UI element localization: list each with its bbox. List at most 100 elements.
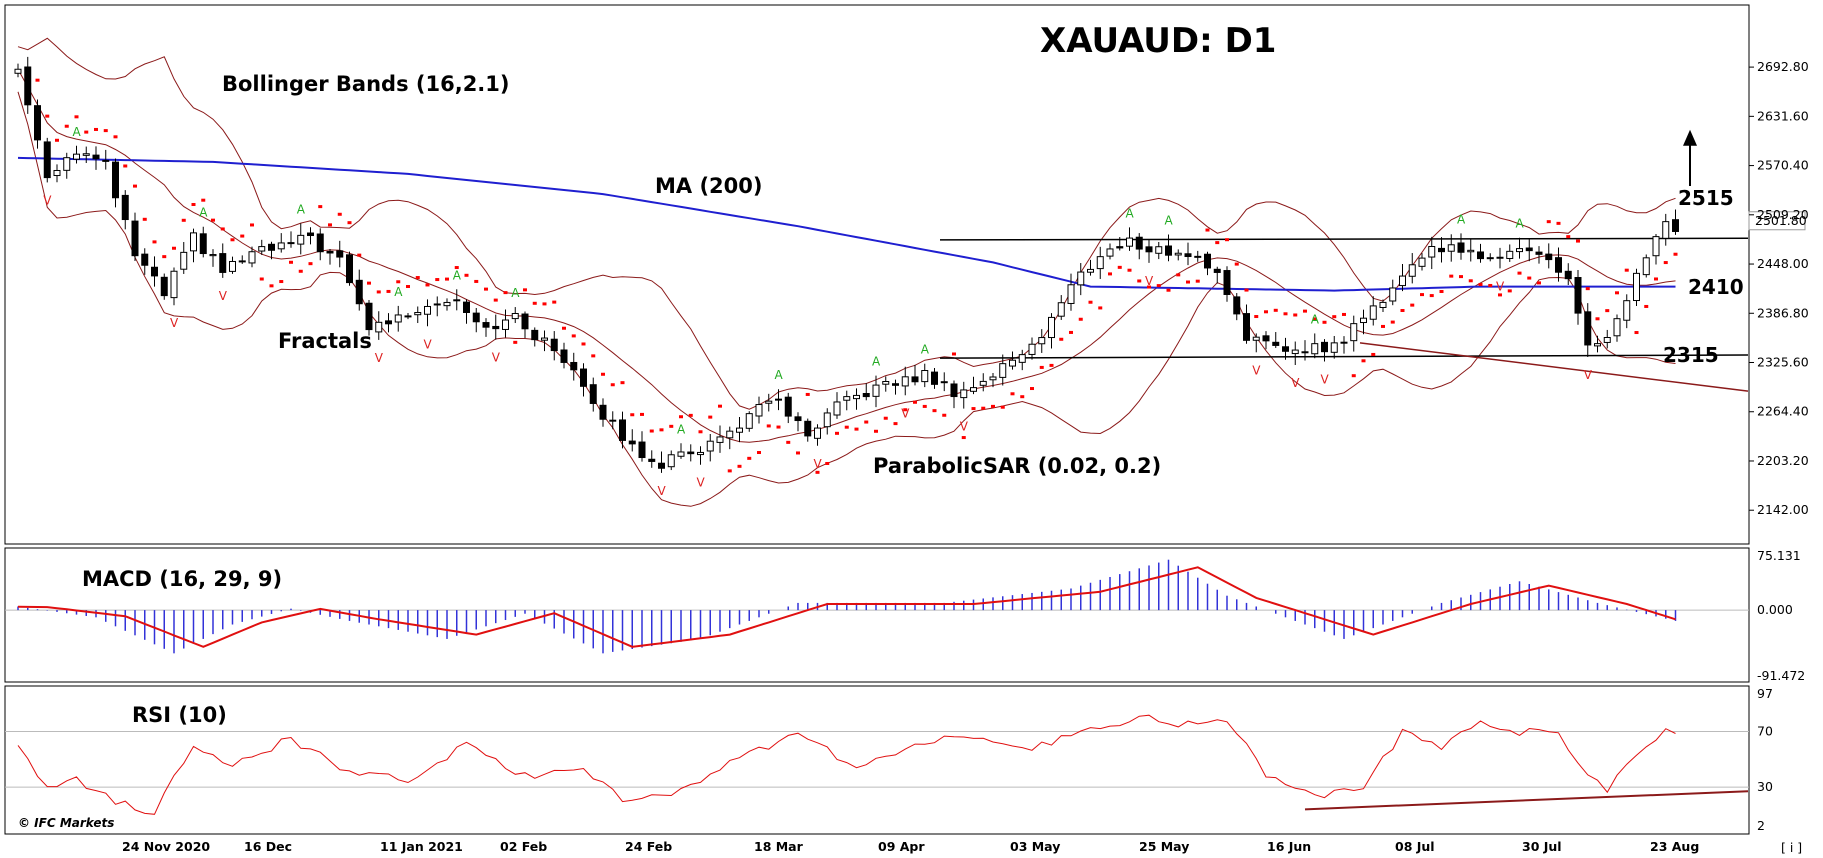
parabolic-sar-dot	[630, 413, 635, 417]
date-tick-label: 11 Jan 2021	[380, 839, 463, 854]
macd-tick-label: 0.000	[1757, 602, 1793, 617]
candle-body	[1213, 268, 1221, 273]
candle-body	[1389, 287, 1397, 302]
candle-body	[550, 338, 558, 352]
candle-body	[453, 299, 461, 302]
parabolic-sar-dot	[1371, 352, 1376, 356]
parabolic-sar-dot	[815, 470, 820, 474]
parabolic-sar-dot	[1429, 294, 1434, 298]
up-arrow-head	[1683, 129, 1697, 146]
fractal-up-marker: A	[1126, 206, 1135, 220]
fractal-up-marker: A	[921, 343, 930, 357]
candle-body	[833, 401, 841, 416]
parabolic-sar-dot	[961, 436, 966, 440]
parabolic-sar-dot	[1517, 271, 1522, 275]
parabolic-sar-dot	[542, 302, 547, 306]
parabolic-sar-dot	[581, 342, 586, 346]
parabolic-sar-dot	[201, 198, 206, 202]
parabolic-sar-dot	[659, 428, 664, 432]
candle-body	[609, 419, 617, 422]
parabolic-sar-dot	[1244, 288, 1249, 292]
parabolic-sar-dot	[1420, 293, 1424, 297]
fractal-down-marker: V	[658, 484, 667, 498]
parabolic-sar-dot	[893, 422, 898, 426]
candle-body	[745, 413, 753, 429]
fractal-down-marker: V	[1252, 363, 1261, 377]
candle-body	[404, 315, 412, 318]
candle-body	[931, 371, 938, 385]
candle-body	[1028, 343, 1036, 355]
parabolic-sar-dot	[1283, 312, 1288, 316]
candle-body	[911, 376, 919, 383]
parabolic-sar-dot	[844, 425, 849, 429]
parabolic-sar-dot	[376, 290, 381, 294]
parabolic-sar-dot	[406, 285, 410, 289]
price-tick-label: 2386.80	[1757, 305, 1809, 320]
main-chart-frame	[4, 4, 1750, 545]
parabolic-sar-dot	[562, 326, 566, 330]
parabolic-sar-dot	[1264, 310, 1268, 314]
parabolic-sar-dot	[571, 334, 576, 338]
candle-body	[999, 363, 1007, 378]
candle-body	[463, 301, 470, 313]
parabolic-sar-dot	[883, 416, 888, 420]
fractal-down-marker: V	[1321, 373, 1330, 387]
candle-body	[1126, 237, 1133, 247]
price-tick-label: 2692.80	[1757, 59, 1809, 74]
candle-body	[1486, 257, 1494, 260]
candle-body	[1252, 336, 1260, 341]
parabolic-sar-dot	[211, 218, 215, 222]
candle-body	[736, 427, 743, 433]
candle-body	[1282, 346, 1289, 352]
fractal-up-marker: A	[394, 285, 403, 299]
parabolic-sar-dot	[55, 138, 59, 142]
parabolic-sar-dot	[679, 415, 683, 419]
date-tick-label: 16 Dec	[244, 839, 292, 854]
parabolic-sar-dot	[298, 269, 303, 273]
candle-body	[970, 387, 977, 392]
candle-body	[141, 253, 149, 266]
parabolic-sar-dot	[805, 392, 810, 396]
parabolic-sar-dot	[1088, 300, 1093, 304]
parabolic-sar-dot	[162, 255, 167, 259]
parabolic-sar-dot	[113, 135, 118, 139]
candle-body	[1623, 300, 1631, 321]
parabolic-sar-dot	[474, 279, 479, 283]
parabolic-sar-dot	[737, 464, 742, 468]
parabolic-sar-dot	[367, 281, 371, 285]
parabolic-sar-dot	[1108, 272, 1112, 276]
parabolic-sar-dot	[435, 278, 440, 282]
candle-body	[1038, 337, 1046, 345]
parabolic-sar-dot	[1010, 392, 1015, 396]
price-tick-label: 2264.40	[1757, 404, 1809, 419]
parabolic-sar-dot	[45, 114, 50, 118]
parabolic-sar-dot	[757, 451, 761, 455]
fractal-down-marker: V	[901, 406, 910, 420]
info-icon[interactable]: [ i ]	[1781, 840, 1802, 855]
parabolic-sar-dot	[94, 127, 98, 131]
parabolic-sar-dot	[649, 429, 654, 433]
parabolic-sar-dot	[942, 413, 947, 417]
candle-body	[238, 260, 246, 263]
candle-body	[336, 250, 344, 258]
bollinger-middle-band	[17, 69, 1676, 443]
candle-body	[73, 153, 80, 160]
candle-body	[1096, 256, 1104, 270]
fractal-up-marker: A	[73, 125, 82, 139]
parabolic-sar-dot	[337, 212, 342, 216]
candle-body	[1321, 341, 1328, 353]
candle-body	[1340, 341, 1348, 344]
date-tick-label: 03 May	[1010, 839, 1060, 854]
candle-body	[706, 440, 714, 452]
rsi-label: RSI (10)	[132, 703, 227, 727]
price-tick-label: 2325.60	[1757, 355, 1809, 370]
candle-body	[921, 370, 929, 383]
rsi-pane	[5, 714, 1749, 815]
candle-body	[112, 161, 119, 199]
parabolic-sar-dot	[152, 240, 157, 244]
parabolic-sar-dot	[1673, 252, 1678, 256]
candle-body	[1155, 246, 1163, 254]
parabolic-sar-dot	[591, 354, 596, 358]
candle-body	[1301, 351, 1309, 354]
parabolic-sar-dot	[1410, 303, 1415, 307]
